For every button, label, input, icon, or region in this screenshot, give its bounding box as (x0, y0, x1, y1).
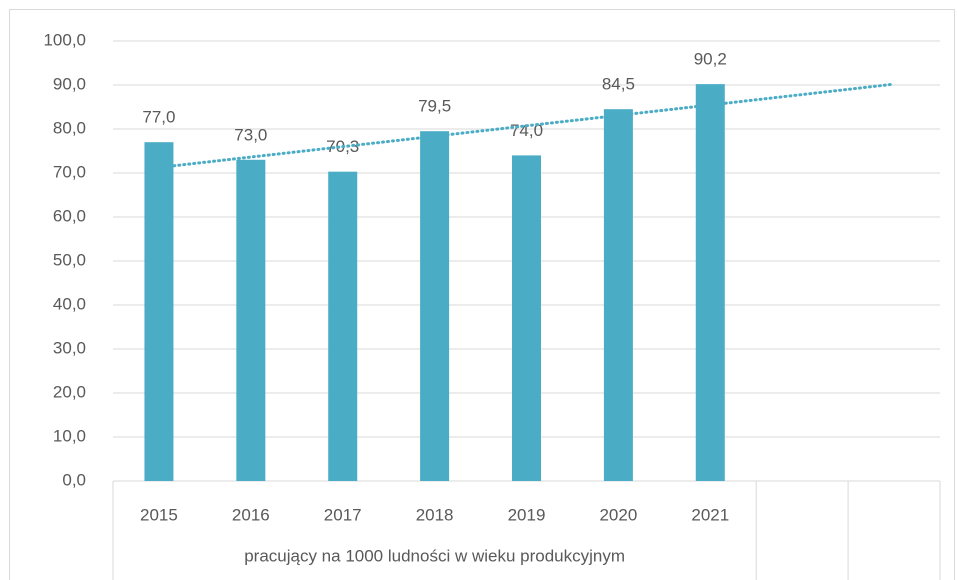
y-tick-label: 20,0 (53, 382, 86, 401)
bar (328, 171, 358, 481)
value-label: 90,2 (694, 50, 727, 69)
value-label: 84,5 (602, 75, 635, 94)
bar (603, 109, 633, 481)
x-tick-label: 2019 (508, 505, 546, 524)
value-label: 77,0 (142, 108, 175, 127)
y-tick-label: 40,0 (53, 294, 86, 313)
trendline (157, 82, 896, 169)
bar (144, 142, 174, 481)
y-tick-label: 0,0 (62, 470, 86, 489)
x-tick-label: 2020 (599, 505, 637, 524)
y-tick-label: 100,0 (43, 30, 86, 49)
x-tick-label: 2016 (232, 505, 270, 524)
bar (512, 155, 541, 481)
x-tick-label: 2018 (416, 505, 454, 524)
bar (420, 131, 450, 481)
y-tick-label: 50,0 (53, 250, 86, 269)
x-tick-label: 2015 (140, 505, 178, 524)
x-tick-label: 2017 (324, 505, 362, 524)
bar (695, 84, 725, 482)
y-tick-label: 90,0 (53, 74, 86, 93)
x-group-label: pracujący na 1000 ludności w wieku produ… (244, 546, 625, 565)
x-tick-label: 2021 (691, 505, 729, 524)
value-label: 73,0 (234, 125, 267, 144)
y-tick-label: 10,0 (53, 426, 86, 445)
bar (236, 159, 266, 482)
chart-border (9, 9, 955, 580)
value-label: 79,5 (418, 97, 451, 116)
y-tick-label: 30,0 (53, 338, 86, 357)
y-tick-label: 70,0 (53, 162, 86, 181)
y-tick-label: 60,0 (53, 206, 86, 225)
y-tick-label: 80,0 (53, 118, 86, 137)
